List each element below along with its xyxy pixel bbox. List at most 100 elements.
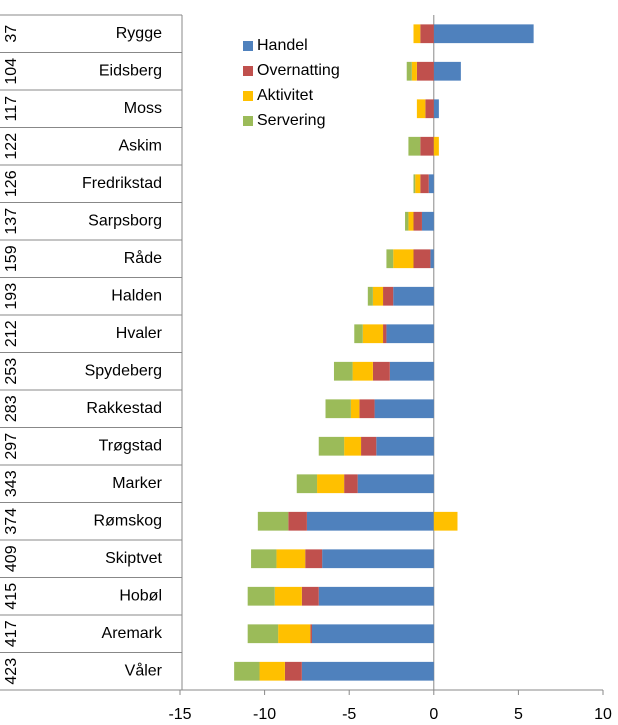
bar-segment <box>288 511 307 531</box>
bar-segment <box>413 174 416 194</box>
bar-segment <box>420 174 429 194</box>
bar-segment <box>430 249 434 269</box>
category-label: Trøgstad <box>99 437 162 454</box>
bar-segment <box>357 474 434 494</box>
bar-segment <box>372 286 384 306</box>
bar-segment <box>274 586 302 606</box>
bar-segment <box>352 361 373 381</box>
bar-segment <box>416 61 434 81</box>
rank-label: 343 <box>3 470 20 497</box>
category-label: Eidsberg <box>99 62 162 79</box>
legend-label: Servering <box>257 112 325 129</box>
x-tick-label: -10 <box>253 706 276 723</box>
legend-label: Aktivitet <box>257 87 314 104</box>
bar-segment <box>359 399 375 419</box>
bar-segment <box>318 586 434 606</box>
bar-segment <box>318 436 345 456</box>
bar-segment <box>433 136 439 156</box>
x-tick-label: -15 <box>168 706 191 723</box>
category-label: Moss <box>124 100 162 117</box>
category-label: Råde <box>124 249 162 267</box>
category-label: Marker <box>112 475 162 492</box>
category-label: Hvaler <box>116 325 163 342</box>
category-label: Sarpsborg <box>88 212 162 229</box>
bar-segment <box>420 136 434 156</box>
bar-segment <box>234 661 260 681</box>
bar-segment <box>376 436 434 456</box>
bar-segment <box>386 324 434 344</box>
bar-segment <box>311 624 434 644</box>
bar-segment <box>386 249 394 269</box>
bar-segment <box>333 361 353 381</box>
bar-segment <box>433 511 458 531</box>
bar-segment <box>428 174 434 194</box>
bar-segment <box>350 399 360 419</box>
bar-segment <box>367 286 373 306</box>
rank-label: 37 <box>3 25 20 43</box>
bar-segment <box>389 361 434 381</box>
rank-label: 283 <box>3 395 20 422</box>
category-label: Fredrikstad <box>82 175 162 192</box>
bar-segment <box>361 436 377 456</box>
rank-label: 137 <box>3 208 20 235</box>
legend-swatch <box>243 91 253 101</box>
x-tick-label: -5 <box>342 706 356 723</box>
bar-segment <box>344 436 362 456</box>
category-label: Rygge <box>116 25 162 42</box>
bar-segment <box>408 211 414 231</box>
category-label: Våler <box>125 661 163 679</box>
category-label: Aremark <box>102 625 163 642</box>
legend-swatch <box>243 41 253 51</box>
bar-segment <box>374 399 434 419</box>
bar-segment <box>383 324 387 344</box>
bar-segment <box>415 174 421 194</box>
bar-segment <box>411 61 417 81</box>
legend-swatch <box>243 116 253 126</box>
bar-segment <box>433 24 534 44</box>
bar-segment <box>393 249 414 269</box>
rank-label: 159 <box>3 245 20 272</box>
rank-label: 126 <box>3 170 20 197</box>
rank-label: 104 <box>3 58 20 85</box>
rank-label: 253 <box>3 358 20 385</box>
bar-segment <box>284 661 302 681</box>
bar-segment <box>301 586 319 606</box>
rank-label: 297 <box>3 433 20 460</box>
bar-segment <box>301 661 434 681</box>
bar-segment <box>247 586 275 606</box>
x-tick-label: 10 <box>594 706 612 723</box>
bar-segment <box>433 99 439 119</box>
bar-segment <box>408 136 421 156</box>
rank-label: 117 <box>3 96 20 122</box>
rank-label: 415 <box>3 583 20 610</box>
rank-label: 374 <box>3 508 20 535</box>
category-label: Rømskog <box>94 512 162 529</box>
bar-segment <box>413 249 431 269</box>
bar-segment <box>310 624 312 644</box>
legend-label: Handel <box>257 37 308 54</box>
bar-segment <box>247 624 279 644</box>
rank-label: 122 <box>3 133 20 160</box>
bar-segment <box>372 361 390 381</box>
rank-label: 212 <box>3 320 20 347</box>
bar-segment <box>305 549 323 569</box>
category-label: Rakkestad <box>86 400 162 417</box>
bar-segment <box>362 324 384 344</box>
bar-segment <box>257 511 289 531</box>
category-label: Skiptvet <box>105 550 162 567</box>
bar-segment <box>420 24 434 44</box>
bar-segment <box>317 474 345 494</box>
rank-label: 409 <box>3 545 20 572</box>
category-label: Spydeberg <box>85 362 162 379</box>
bar-segment <box>425 99 434 119</box>
category-label: Hobøl <box>119 587 162 604</box>
bar-segment <box>296 474 318 494</box>
bar-segment <box>344 474 358 494</box>
category-label: Halden <box>111 287 162 304</box>
legend-swatch <box>243 66 253 76</box>
bar-segment <box>405 211 409 231</box>
bar-segment <box>354 324 363 344</box>
bar-segment <box>259 661 285 681</box>
bar-segment <box>413 211 422 231</box>
